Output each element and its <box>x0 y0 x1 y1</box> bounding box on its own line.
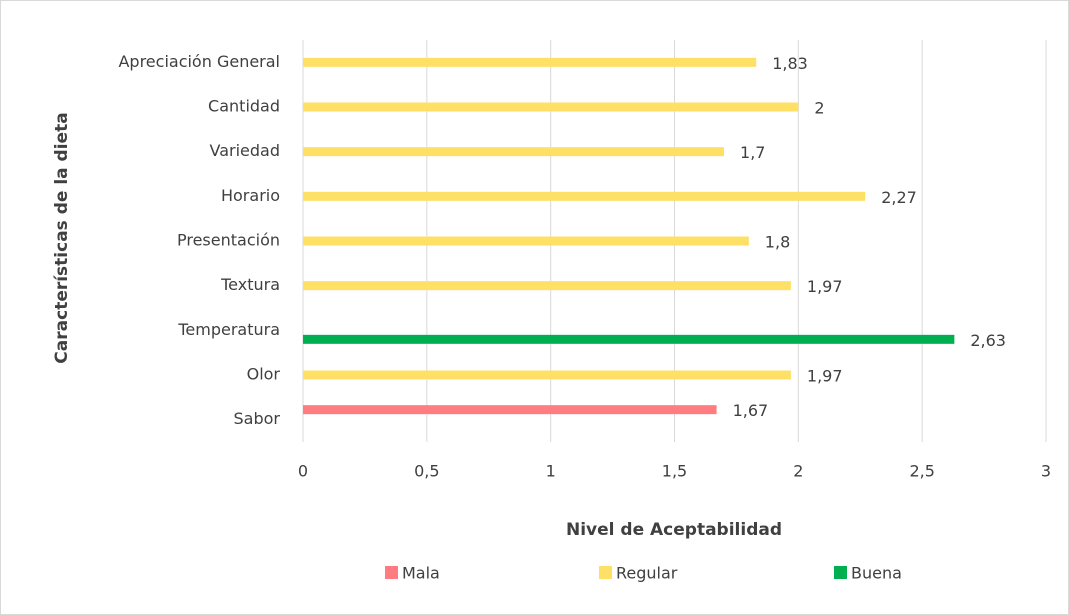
legend-label: Regular <box>616 564 678 583</box>
value-label: 1,67 <box>733 401 769 420</box>
x-tick-label: 1,5 <box>662 462 687 481</box>
value-label: 2,63 <box>970 331 1006 350</box>
y-tick-label: Sabor <box>234 409 281 428</box>
y-tick-label: Temperatura <box>177 320 280 339</box>
x-axis-title: Nivel de Aceptabilidad <box>566 520 782 540</box>
value-label: 1,97 <box>807 277 843 296</box>
y-tick-label: Variedad <box>210 141 281 160</box>
legend-label: Mala <box>402 564 440 583</box>
y-tick-label: Horario <box>221 186 280 205</box>
value-label: 2,27 <box>881 188 917 207</box>
x-tick-label: 3 <box>1041 462 1051 481</box>
x-tick-label: 0,5 <box>414 462 439 481</box>
value-label: 2 <box>814 99 824 118</box>
legend-label: Buena <box>851 564 902 583</box>
y-tick-label: Olor <box>247 365 281 384</box>
y-axis-title: Características de la dieta <box>52 112 72 363</box>
x-tick-label: 2,5 <box>909 462 934 481</box>
bar <box>303 102 799 112</box>
bar <box>303 191 866 201</box>
value-label: 1,7 <box>740 143 765 162</box>
legend-swatch <box>834 566 847 579</box>
bar <box>303 57 757 67</box>
x-tick-label: 1 <box>546 462 556 481</box>
bar <box>303 370 791 380</box>
value-label: 1,97 <box>807 367 843 386</box>
x-tick-label: 2 <box>793 462 803 481</box>
legend-swatch <box>599 566 612 579</box>
bar <box>303 236 749 246</box>
legend-swatch <box>385 566 398 579</box>
bar <box>303 334 955 344</box>
y-tick-label: Textura <box>220 275 280 294</box>
bar <box>303 281 791 291</box>
value-label: 1,8 <box>765 233 790 252</box>
y-tick-label: Presentación <box>177 231 280 250</box>
x-tick-label: 0 <box>298 462 308 481</box>
bar <box>303 405 717 415</box>
value-label: 1,83 <box>772 54 808 73</box>
y-tick-label: Cantidad <box>208 97 280 116</box>
y-tick-label: Apreciación General <box>118 52 280 71</box>
bar <box>303 147 725 157</box>
